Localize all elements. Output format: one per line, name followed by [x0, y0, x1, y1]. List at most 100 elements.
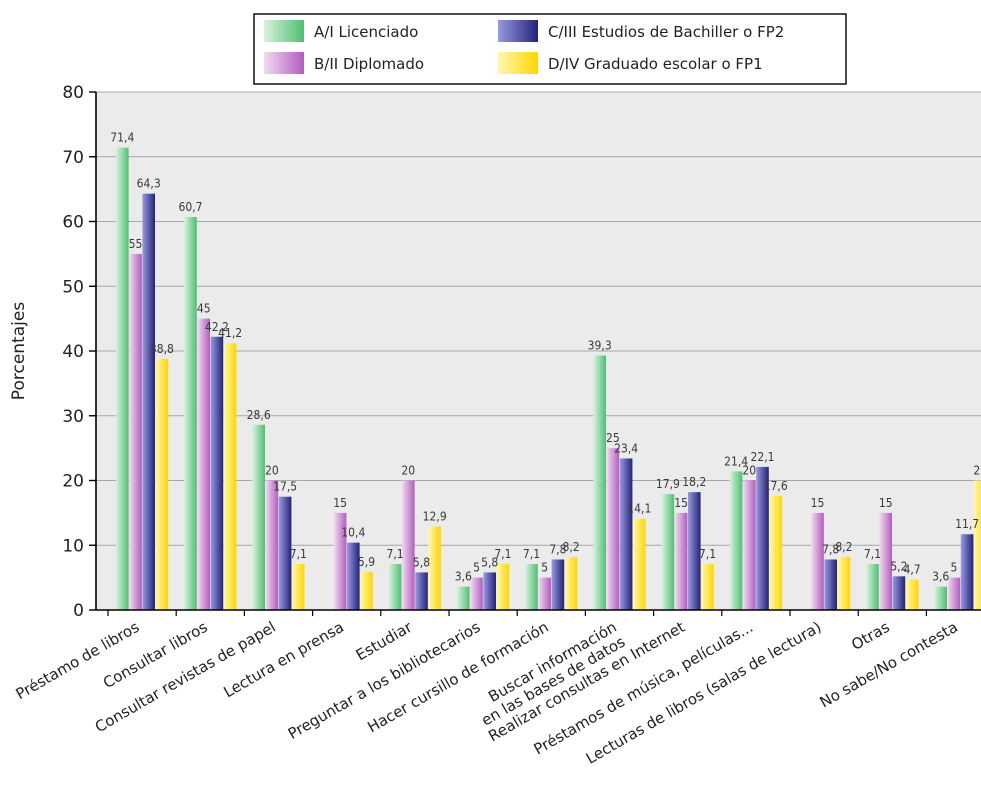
data-label: 7,1 [523, 547, 540, 561]
data-label: 3,6 [455, 570, 472, 584]
data-label: 20 [265, 464, 279, 478]
y-tick-label: 0 [73, 601, 84, 621]
data-label: 8,2 [563, 540, 580, 554]
bar [729, 471, 743, 610]
data-label: 25 [606, 431, 620, 445]
legend-entry: D/IV Graduado escolar o FP1 [548, 55, 763, 73]
bar [483, 572, 496, 610]
data-label: 60,7 [178, 200, 202, 214]
bar [934, 586, 947, 610]
data-label: 14,1 [627, 502, 651, 516]
data-label: 17,6 [764, 479, 788, 493]
bar [223, 343, 237, 610]
data-label: 7,1 [290, 547, 307, 561]
axes [89, 91, 981, 616]
bar [525, 564, 538, 610]
bar [116, 147, 129, 610]
bar [619, 458, 633, 610]
data-labels: 71,45564,338,860,74542,241,228,62017,57,… [110, 131, 981, 584]
bar [333, 512, 347, 610]
bar [960, 534, 974, 610]
bar [496, 564, 510, 610]
data-label: 4,7 [904, 563, 921, 577]
bar [947, 577, 961, 610]
bar [905, 579, 919, 610]
bar [470, 577, 483, 610]
y-tick-labels: 0 10 20 30 40 50 60 70 80 [62, 83, 84, 621]
y-tick-label: 70 [62, 148, 84, 168]
bar [415, 572, 428, 610]
bar [292, 564, 305, 610]
data-label: 21,4 [724, 454, 748, 468]
data-label: 12,9 [423, 509, 447, 523]
bar [824, 559, 837, 610]
data-label: 3,6 [932, 570, 949, 584]
x-category-label: Otras [848, 618, 893, 654]
data-label: 5,9 [358, 555, 375, 569]
y-tick-label: 40 [62, 342, 84, 362]
bar [661, 494, 675, 610]
bar [155, 358, 169, 610]
data-label: 55 [129, 237, 143, 251]
data-label: 8,2 [835, 540, 852, 554]
bar [184, 216, 197, 610]
data-label: 45 [197, 302, 211, 316]
data-label: 5 [541, 561, 548, 575]
data-label: 15 [333, 496, 347, 510]
bar [129, 253, 142, 610]
legend-swatch [498, 52, 538, 74]
data-label: 7,1 [864, 547, 881, 561]
x-category-label: Préstamo de libros [13, 618, 143, 703]
legend-entry: B/II Diplomado [314, 55, 424, 73]
y-tick-label: 80 [62, 83, 84, 103]
bar [879, 512, 892, 610]
bars [116, 147, 981, 610]
legend-swatch [264, 20, 304, 42]
bar [756, 466, 769, 610]
data-label: 64,3 [137, 177, 161, 191]
data-label: 39,3 [588, 339, 612, 353]
data-label: 5,2 [890, 559, 907, 573]
y-tick-label: 60 [62, 213, 84, 233]
legend-entry: A/I Licenciado [314, 23, 418, 41]
bar [360, 571, 373, 610]
bar [197, 318, 210, 610]
data-label: 15 [674, 496, 688, 510]
data-label: 5,8 [413, 555, 430, 569]
legend-box [253, 13, 847, 85]
bar [701, 564, 714, 610]
bar [210, 336, 224, 610]
data-label: 7,1 [699, 547, 716, 561]
legend-swatch [264, 52, 304, 74]
data-label: 71,4 [110, 131, 134, 145]
bar [866, 564, 879, 610]
x-category-label: Lectura en prensa [220, 618, 347, 701]
data-label: 5,8 [481, 555, 498, 569]
bar [892, 576, 906, 610]
bar [265, 480, 279, 610]
bar [688, 492, 701, 610]
data-label: 7,8 [549, 542, 566, 556]
y-tick-label: 30 [62, 407, 84, 427]
bar [347, 542, 360, 610]
bar [278, 496, 292, 610]
data-label: 7,8 [822, 542, 839, 556]
bar [743, 480, 756, 610]
bar [551, 559, 565, 610]
data-label: 20 [742, 464, 756, 478]
data-label: 5 [950, 561, 957, 575]
bar [606, 448, 620, 610]
bar [564, 556, 578, 610]
bar [769, 496, 782, 610]
data-label: 17,9 [656, 477, 680, 491]
bar [252, 424, 265, 610]
data-label: 15 [879, 496, 893, 510]
legend-swatch [498, 20, 538, 42]
bar [538, 577, 551, 610]
bar [593, 355, 606, 610]
data-label: 38,8 [150, 342, 174, 356]
data-label: 15 [811, 496, 825, 510]
bar [428, 526, 441, 610]
